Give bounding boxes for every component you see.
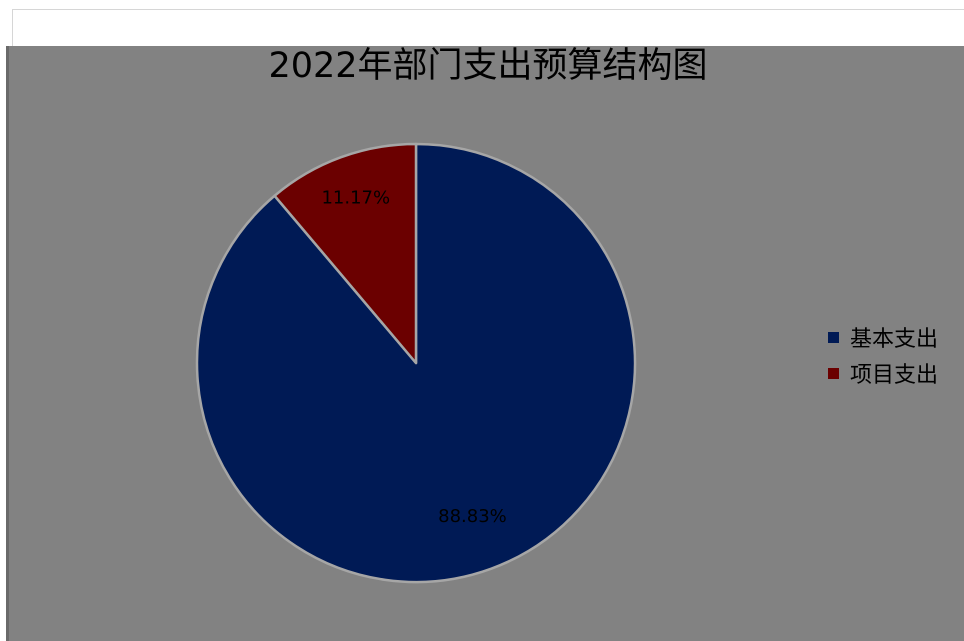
legend-swatch-project bbox=[828, 367, 839, 379]
legend-swatch-basic bbox=[828, 331, 839, 343]
pie-label-basic: 88.83% bbox=[438, 506, 507, 527]
legend-item-basic: 基本支出 bbox=[828, 319, 938, 355]
chart-title: 2022年部门支出预算结构图 bbox=[268, 46, 708, 86]
legend-label-project: 项目支出 bbox=[850, 363, 939, 388]
legend-item-project: 项目支出 bbox=[828, 355, 938, 391]
pie-slices bbox=[195, 142, 637, 584]
pie-labels: 88.83% 11.17% bbox=[321, 187, 506, 527]
legend: 基本支出 项目支出 bbox=[828, 319, 938, 391]
pie-slice-project bbox=[273, 142, 418, 365]
legend-label-basic: 基本支出 bbox=[850, 327, 939, 352]
pie-label-project: 11.17% bbox=[321, 187, 390, 208]
